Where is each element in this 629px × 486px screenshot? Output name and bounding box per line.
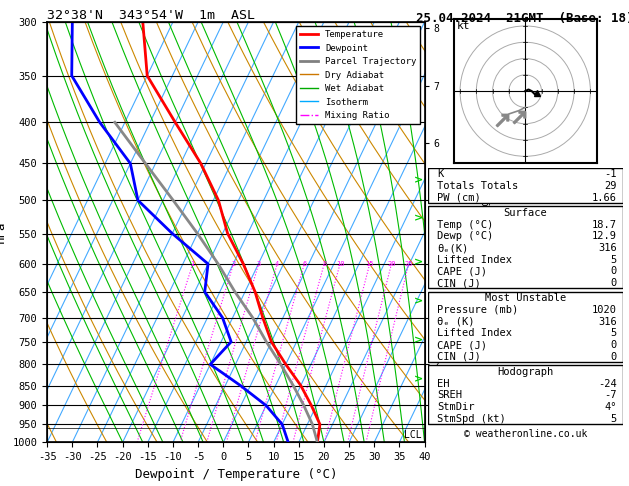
Text: 20: 20 (387, 261, 396, 267)
Text: Lifted Index: Lifted Index (438, 255, 513, 265)
Text: 15: 15 (365, 261, 374, 267)
Text: 1.66: 1.66 (592, 193, 617, 203)
Text: 4: 4 (275, 261, 279, 267)
Text: CIN (J): CIN (J) (438, 352, 481, 362)
Text: 5: 5 (611, 414, 617, 424)
Text: 0: 0 (611, 266, 617, 277)
Text: Hodograph: Hodograph (497, 367, 554, 377)
Text: StmSpd (kt): StmSpd (kt) (438, 414, 506, 424)
Y-axis label: hPa: hPa (0, 221, 7, 243)
Text: -1: -1 (604, 170, 617, 179)
Bar (428, 168, 623, 203)
X-axis label: Dewpoint / Temperature (°C): Dewpoint / Temperature (°C) (135, 468, 337, 481)
Text: Mixing Ratio (g/kg): Mixing Ratio (g/kg) (481, 176, 491, 288)
Text: 0: 0 (611, 352, 617, 362)
Text: Lifted Index: Lifted Index (438, 329, 513, 338)
Text: 18.7: 18.7 (592, 220, 617, 230)
Text: Most Unstable: Most Unstable (484, 293, 566, 303)
Text: 5: 5 (611, 255, 617, 265)
Text: 10: 10 (336, 261, 344, 267)
Text: >: > (414, 214, 423, 224)
Text: 5: 5 (611, 329, 617, 338)
Bar (428, 365, 623, 424)
Text: >: > (414, 175, 423, 185)
Bar (428, 206, 623, 288)
Y-axis label: km
ASL: km ASL (441, 223, 462, 241)
Text: 25.04.2024  21GMT  (Base: 18): 25.04.2024 21GMT (Base: 18) (416, 12, 629, 25)
Text: 8: 8 (322, 261, 326, 267)
Text: PW (cm): PW (cm) (438, 193, 481, 203)
Text: StmDir: StmDir (438, 402, 475, 412)
Text: 1: 1 (191, 261, 195, 267)
Text: kt: kt (457, 21, 470, 31)
Text: 3: 3 (257, 261, 261, 267)
Text: K: K (438, 170, 443, 179)
Text: 32°38'N  343°54'W  1m  ASL: 32°38'N 343°54'W 1m ASL (47, 9, 255, 22)
Text: 25: 25 (404, 261, 413, 267)
Text: >: > (414, 374, 423, 384)
Point (514, 113, 524, 121)
Bar (428, 292, 623, 362)
Text: >: > (414, 258, 423, 267)
Text: Dewp (°C): Dewp (°C) (438, 231, 494, 242)
Text: 1020: 1020 (592, 305, 617, 315)
Text: >: > (414, 335, 423, 345)
Text: 0: 0 (611, 340, 617, 350)
Text: CAPE (J): CAPE (J) (438, 340, 487, 350)
Text: CAPE (J): CAPE (J) (438, 266, 487, 277)
Text: Totals Totals: Totals Totals (438, 181, 519, 191)
Text: 6: 6 (302, 261, 306, 267)
Text: θₑ(K): θₑ(K) (438, 243, 469, 253)
Text: 316: 316 (598, 317, 617, 327)
Text: 0: 0 (611, 278, 617, 288)
Text: CIN (J): CIN (J) (438, 278, 481, 288)
Text: Pressure (mb): Pressure (mb) (438, 305, 519, 315)
Text: © weatheronline.co.uk: © weatheronline.co.uk (464, 429, 587, 439)
Text: -24: -24 (598, 379, 617, 389)
Text: 4°: 4° (604, 402, 617, 412)
Text: Surface: Surface (503, 208, 547, 218)
Text: 12.9: 12.9 (592, 231, 617, 242)
Text: LCL: LCL (404, 430, 422, 440)
Text: -7: -7 (604, 390, 617, 400)
Text: >: > (414, 296, 423, 306)
Text: 316: 316 (598, 243, 617, 253)
Point (498, 117, 508, 124)
Text: 2: 2 (231, 261, 236, 267)
Text: θₑ (K): θₑ (K) (438, 317, 475, 327)
Text: 29: 29 (604, 181, 617, 191)
Legend: Temperature, Dewpoint, Parcel Trajectory, Dry Adiabat, Wet Adiabat, Isotherm, Mi: Temperature, Dewpoint, Parcel Trajectory… (296, 26, 420, 124)
Text: SREH: SREH (438, 390, 462, 400)
Text: EH: EH (438, 379, 450, 389)
Text: Temp (°C): Temp (°C) (438, 220, 494, 230)
